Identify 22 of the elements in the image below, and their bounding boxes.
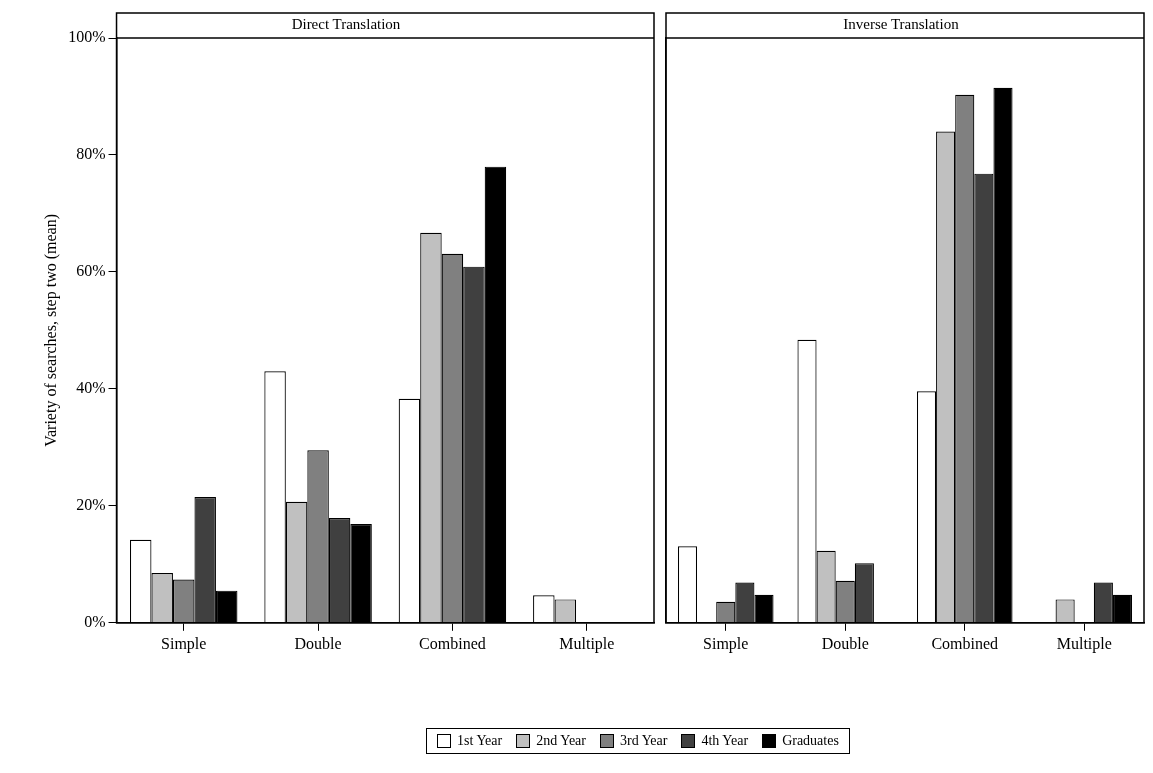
y-axis-title: Variety of searches, step two (mean) xyxy=(41,214,60,447)
x-tick-label: Double xyxy=(294,634,342,652)
x-tick-label: Multiple xyxy=(1056,634,1112,653)
chart-title: Inverse Translation xyxy=(843,15,960,32)
x-tick-label: Multiple xyxy=(559,634,615,653)
x-tick-label: Combined xyxy=(419,634,486,652)
y-tick-label: 100% xyxy=(68,28,106,46)
x-tick-label: Simple xyxy=(703,634,749,653)
legend-label: 2nd Year xyxy=(536,733,586,749)
x-tick-label: Double xyxy=(821,634,869,652)
x-tick-label: Combined xyxy=(931,634,999,652)
chart-title: Direct Translation xyxy=(291,15,401,32)
y-tick-label: 0% xyxy=(84,613,106,630)
x-tick-label: Simple xyxy=(161,634,207,653)
y-tick-label: 60% xyxy=(76,262,106,280)
y-tick-label: 20% xyxy=(76,496,106,514)
legend-label: Graduates xyxy=(782,733,839,749)
legend-label: 1st Year xyxy=(457,733,503,749)
y-tick-label: 40% xyxy=(76,379,106,397)
legend-label: 4th Year xyxy=(701,733,749,749)
y-tick-label: 80% xyxy=(76,145,106,163)
legend-label: 3rd Year xyxy=(620,733,668,749)
